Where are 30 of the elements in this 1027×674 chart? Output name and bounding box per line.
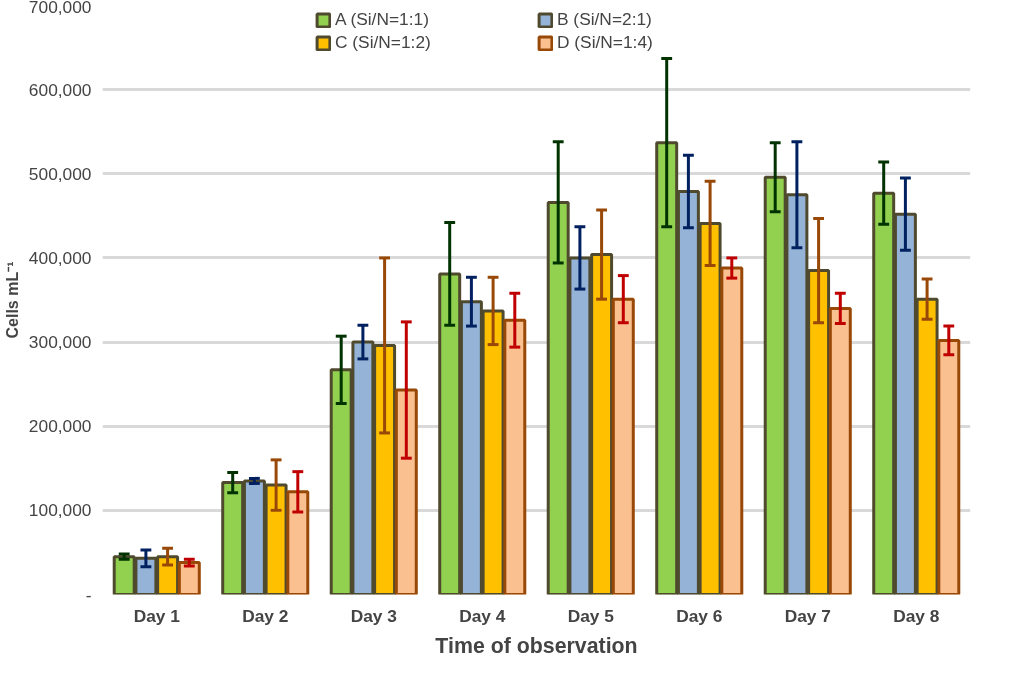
y-tick-label: 700,000 xyxy=(28,0,92,17)
x-tick-label: Day 2 xyxy=(242,605,289,626)
x-tick-label: Day 7 xyxy=(784,605,831,626)
y-tick-label: 200,000 xyxy=(28,416,92,437)
y-tick-label: 100,000 xyxy=(28,500,92,521)
y-tick-label: 300,000 xyxy=(28,332,92,353)
y-axis-title: Cells mL⁻¹ xyxy=(3,261,21,339)
y-tick-label: 500,000 xyxy=(28,163,92,184)
bar xyxy=(611,297,635,595)
x-tick-label: Day 8 xyxy=(893,605,940,626)
legend-label: A (Si/N=1:1) xyxy=(335,9,430,30)
bar xyxy=(177,561,201,595)
bar xyxy=(503,318,527,595)
x-tick-label: Day 1 xyxy=(133,605,181,626)
x-tick-label: Day 6 xyxy=(676,605,723,626)
y-tick-label: 400,000 xyxy=(28,247,92,268)
bar xyxy=(286,490,310,595)
bar xyxy=(720,266,744,595)
x-tick-label: Day 4 xyxy=(459,605,506,626)
y-tick-label: - xyxy=(85,584,92,605)
x-tick-label: Day 3 xyxy=(350,605,398,626)
x-tick-label: Day 5 xyxy=(567,605,615,626)
legend-label: D (Si/N=1:4) xyxy=(557,32,654,53)
x-axis-title: Time of observation xyxy=(435,633,638,658)
legend-label: B (Si/N=2:1) xyxy=(557,9,653,30)
bar xyxy=(937,338,961,595)
legend-label: C (Si/N=1:2) xyxy=(335,32,432,53)
bar xyxy=(394,388,418,595)
bar xyxy=(828,306,852,595)
y-tick-label: 600,000 xyxy=(28,79,92,100)
